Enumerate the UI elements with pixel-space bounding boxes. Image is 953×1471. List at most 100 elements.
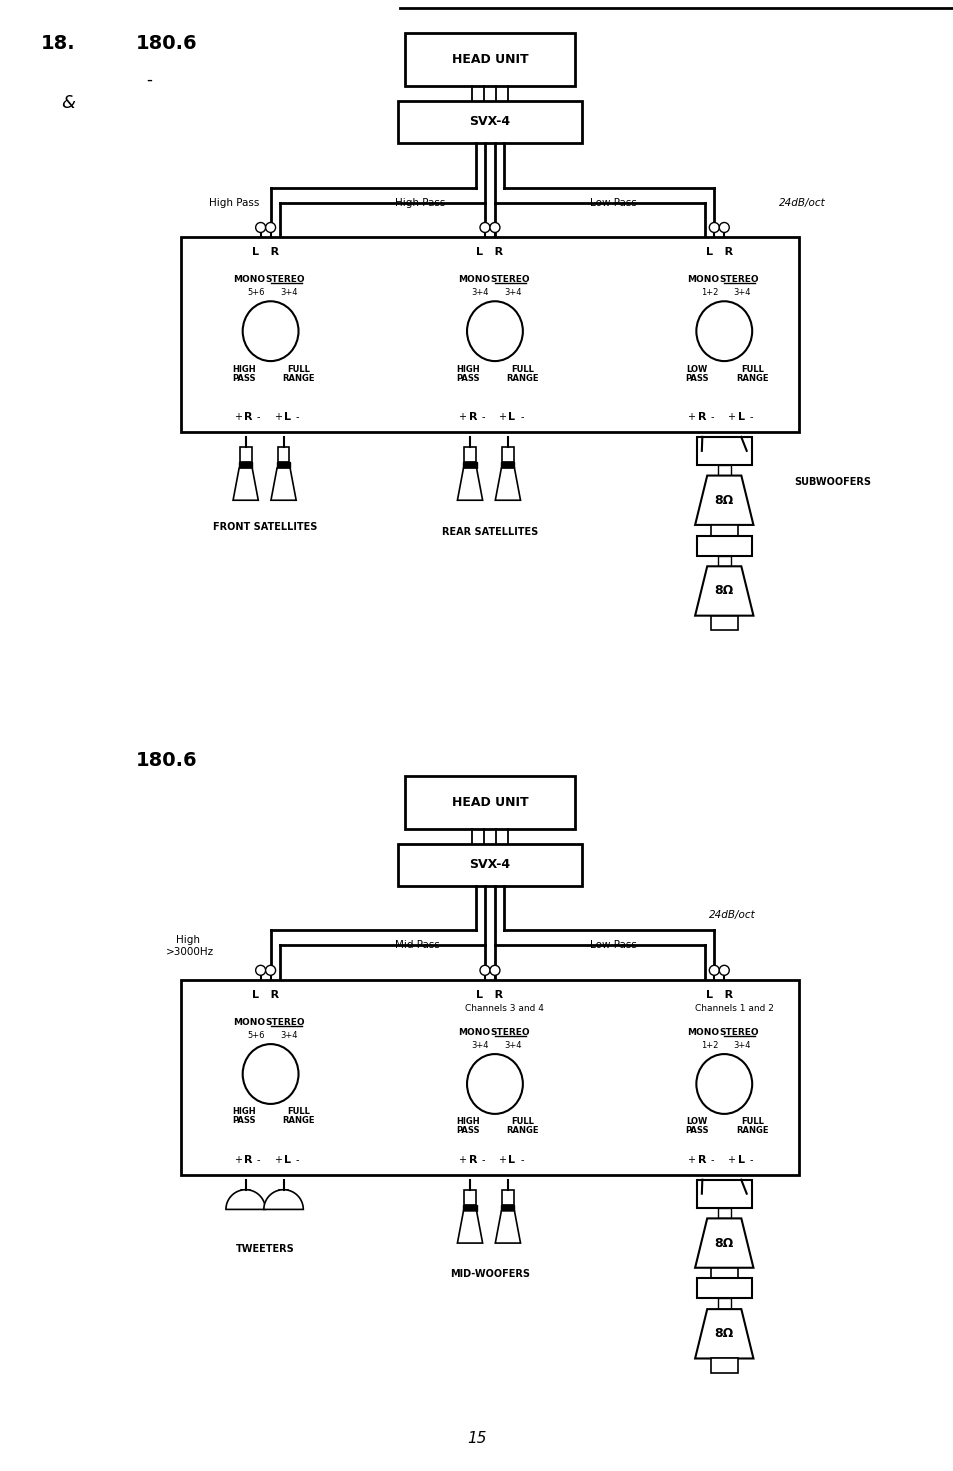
Polygon shape <box>718 556 730 566</box>
Polygon shape <box>501 462 514 468</box>
Polygon shape <box>258 338 282 347</box>
Circle shape <box>265 222 275 232</box>
Text: MONO: MONO <box>457 275 490 284</box>
Text: HIGH: HIGH <box>232 365 255 374</box>
Text: STEREO: STEREO <box>266 1018 305 1027</box>
Text: Channels 1 and 2: Channels 1 and 2 <box>694 1003 773 1012</box>
Text: +: + <box>497 1155 505 1165</box>
Text: 3+4: 3+4 <box>733 1040 750 1050</box>
Text: -: - <box>295 1155 299 1165</box>
Text: TWEETERS: TWEETERS <box>236 1244 294 1255</box>
Text: RANGE: RANGE <box>735 1127 767 1136</box>
Polygon shape <box>495 319 506 327</box>
Polygon shape <box>712 319 736 327</box>
Ellipse shape <box>242 302 298 360</box>
Text: RANGE: RANGE <box>282 374 314 382</box>
Text: STEREO: STEREO <box>490 1028 529 1037</box>
Polygon shape <box>264 1190 303 1209</box>
Polygon shape <box>276 462 290 468</box>
Text: +: + <box>726 1155 735 1165</box>
Text: FULL: FULL <box>287 1108 310 1116</box>
Text: High Pass: High Pass <box>209 197 259 207</box>
Text: 5+6: 5+6 <box>247 288 264 297</box>
Text: Low Pass: Low Pass <box>589 940 636 950</box>
Circle shape <box>479 965 490 975</box>
Text: SVX-4: SVX-4 <box>469 858 510 871</box>
Text: 180.6: 180.6 <box>136 34 197 53</box>
Text: +: + <box>687 1155 695 1165</box>
Text: -: - <box>749 412 752 422</box>
Text: >3000Hz: >3000Hz <box>166 947 213 958</box>
Text: RANGE: RANGE <box>282 1116 314 1125</box>
Text: MONO: MONO <box>686 1028 719 1037</box>
Polygon shape <box>463 1190 476 1205</box>
Ellipse shape <box>242 1044 298 1103</box>
Text: L   R: L R <box>705 247 732 257</box>
Text: L: L <box>508 1155 515 1165</box>
Circle shape <box>490 222 499 232</box>
Polygon shape <box>239 447 252 462</box>
Polygon shape <box>456 1211 482 1243</box>
Text: -: - <box>146 71 152 88</box>
Text: L: L <box>284 1155 291 1165</box>
Text: -: - <box>256 1155 260 1165</box>
Text: 8Ω: 8Ω <box>714 1237 733 1249</box>
Polygon shape <box>718 465 730 475</box>
Polygon shape <box>258 1081 282 1090</box>
Text: 3+4: 3+4 <box>503 1040 521 1050</box>
Text: 1+2: 1+2 <box>700 1040 718 1050</box>
Polygon shape <box>271 1062 282 1069</box>
Polygon shape <box>695 1309 753 1359</box>
Text: L: L <box>737 1155 744 1165</box>
Text: -: - <box>295 412 299 422</box>
Polygon shape <box>695 1218 753 1268</box>
Text: L   R: L R <box>705 990 732 1000</box>
Polygon shape <box>482 319 506 327</box>
Text: MONO: MONO <box>457 1028 490 1037</box>
Text: RANGE: RANGE <box>506 1127 538 1136</box>
Polygon shape <box>271 1081 282 1090</box>
Text: SVX-4: SVX-4 <box>469 115 510 128</box>
Polygon shape <box>241 1190 250 1209</box>
Polygon shape <box>495 468 520 500</box>
Text: -: - <box>480 412 484 422</box>
Ellipse shape <box>696 302 751 360</box>
Polygon shape <box>501 447 514 462</box>
Text: 1+2: 1+2 <box>700 288 718 297</box>
Text: STEREO: STEREO <box>719 275 759 284</box>
Text: +: + <box>233 412 241 422</box>
Polygon shape <box>405 775 574 828</box>
Polygon shape <box>271 468 295 500</box>
Text: 5+6: 5+6 <box>247 1031 264 1040</box>
Polygon shape <box>271 319 282 327</box>
Text: &: & <box>61 94 75 112</box>
Text: +: + <box>457 412 466 422</box>
Text: 8Ω: 8Ω <box>714 584 733 597</box>
Polygon shape <box>696 437 751 465</box>
Text: R: R <box>468 412 476 422</box>
Circle shape <box>719 965 728 975</box>
Text: STEREO: STEREO <box>266 275 305 284</box>
Text: MONO: MONO <box>233 1018 266 1027</box>
Polygon shape <box>710 1359 737 1372</box>
Polygon shape <box>482 1091 506 1099</box>
Text: -: - <box>519 1155 523 1165</box>
Polygon shape <box>233 468 258 500</box>
Polygon shape <box>501 1205 514 1211</box>
Text: STEREO: STEREO <box>490 275 529 284</box>
Text: -: - <box>519 412 523 422</box>
Text: L   R: L R <box>476 990 503 1000</box>
Text: MONO: MONO <box>233 275 266 284</box>
Text: PASS: PASS <box>232 1116 255 1125</box>
Text: PASS: PASS <box>232 374 255 382</box>
Polygon shape <box>463 1205 476 1211</box>
Text: Mid Pass: Mid Pass <box>395 940 439 950</box>
Text: PASS: PASS <box>456 1127 479 1136</box>
Polygon shape <box>696 1278 751 1299</box>
Polygon shape <box>258 319 282 327</box>
Polygon shape <box>710 616 737 630</box>
Text: R: R <box>244 1155 253 1165</box>
Polygon shape <box>405 32 574 85</box>
Text: RANGE: RANGE <box>735 374 767 382</box>
Polygon shape <box>723 338 736 347</box>
